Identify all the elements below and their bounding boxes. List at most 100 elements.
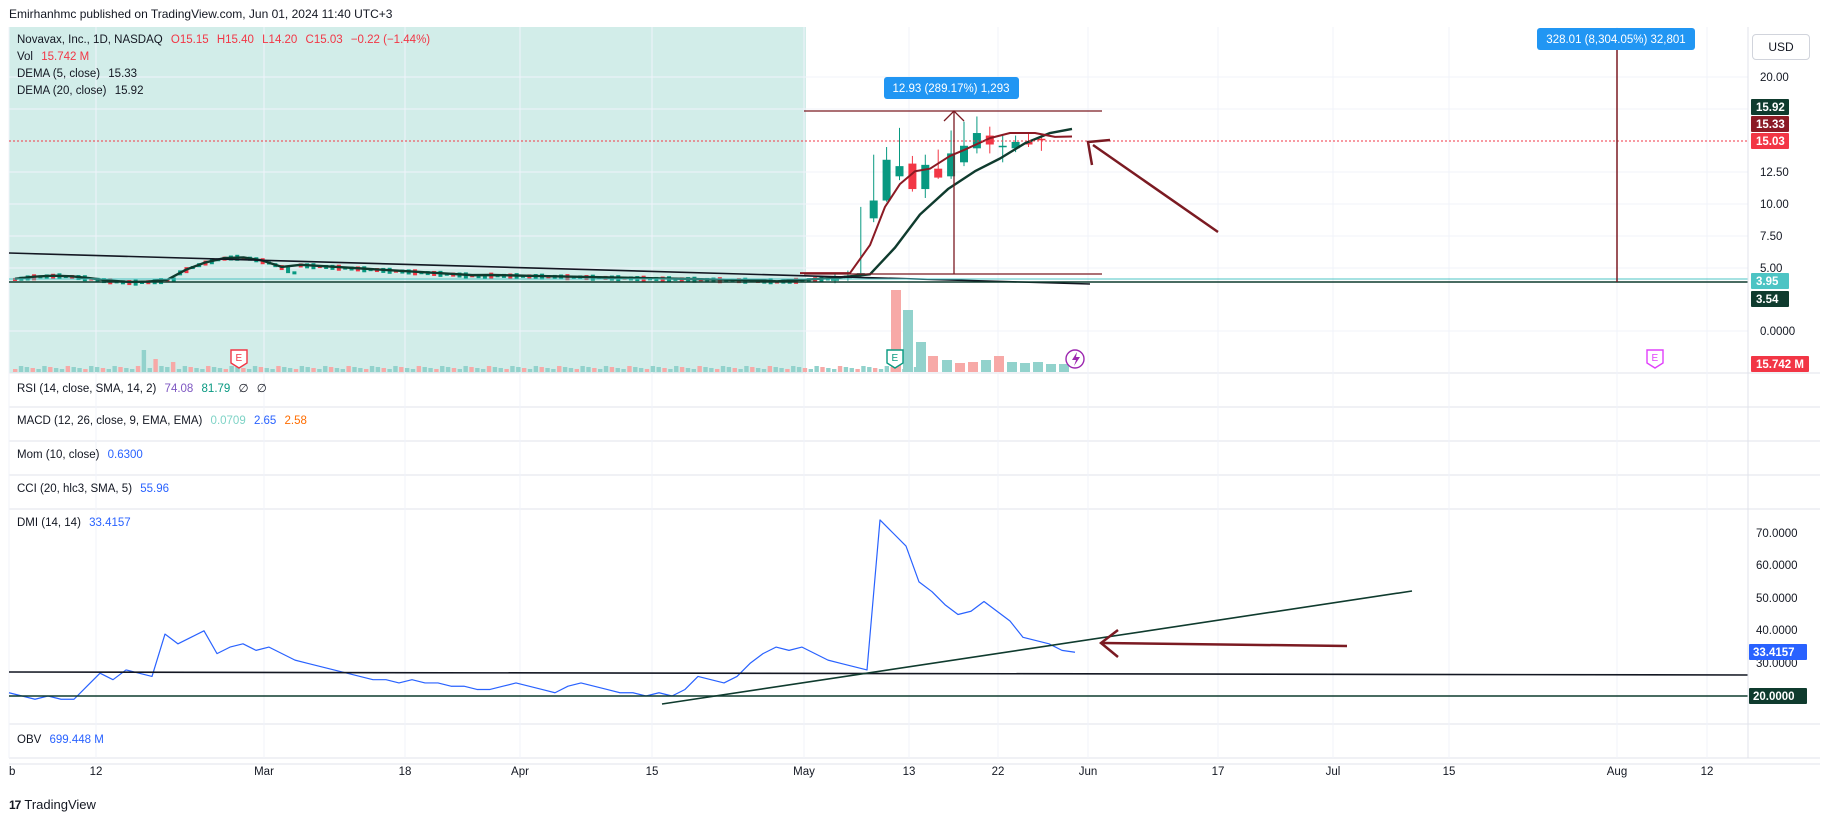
volume-bar <box>106 369 111 372</box>
macd-histogram-value: 0.0709 <box>210 415 246 427</box>
volume-bar <box>270 369 275 372</box>
volume-bar <box>404 368 410 372</box>
dmi-axis-label-box <box>1749 644 1807 660</box>
volume-bar <box>872 368 878 372</box>
dmi-line <box>8 519 1076 700</box>
volume-bar <box>685 368 691 372</box>
volume-label[interactable]: Vol <box>17 51 33 63</box>
dema-5-line <box>800 132 1073 275</box>
earnings-marker[interactable]: E <box>1646 349 1664 369</box>
volume-bar <box>1046 364 1056 372</box>
candle[interactable] <box>921 164 930 190</box>
time-tick-label: Jun <box>1079 766 1098 778</box>
earnings-marker[interactable]: E <box>230 349 248 369</box>
time-tick-label: Mar <box>254 766 274 778</box>
candle[interactable] <box>998 145 1007 148</box>
earnings-marker[interactable]: E <box>886 349 904 369</box>
volume-bar <box>235 367 240 372</box>
volume-bar <box>691 369 696 372</box>
history-candle <box>286 267 291 274</box>
volume-bar <box>942 360 952 372</box>
rsi-label[interactable]: RSI (14, close, SMA, 14, 2) <box>17 383 157 395</box>
tradingview-logo[interactable]: 17 TradingView <box>9 797 96 812</box>
dmi-axis-label: 20.0000 <box>1749 688 1807 704</box>
symbol-name[interactable]: Novavax, Inc., 1D, NASDAQ <box>17 34 163 46</box>
volume-bar <box>369 366 375 372</box>
volume-bar <box>903 310 913 372</box>
cci-label[interactable]: CCI (20, hlc3, SMA, 5) <box>17 483 133 495</box>
volume-bar <box>891 290 901 372</box>
volume-bar <box>13 369 18 372</box>
dmi-label[interactable]: DMI (14, 14) <box>17 517 81 529</box>
candle[interactable] <box>1024 141 1033 145</box>
volume-bar <box>568 368 574 372</box>
cci-value: 55.96 <box>140 483 170 495</box>
price-axis-label-text: 15.742 M <box>1756 359 1804 371</box>
dema20-label[interactable]: DEMA (20, close) <box>17 85 107 97</box>
candle[interactable] <box>1037 138 1046 141</box>
measure-label-text: 328.01 (8,304.05%) 32,801 <box>1546 34 1685 46</box>
candle[interactable] <box>960 145 968 163</box>
dema5-label[interactable]: DEMA (5, close) <box>17 68 101 80</box>
dividend-marker[interactable] <box>1065 349 1085 369</box>
volume-bar <box>773 367 778 372</box>
candle[interactable] <box>972 133 981 149</box>
macd-value: 2.65 <box>253 415 277 427</box>
volume-bar <box>352 367 357 372</box>
volume-bar <box>662 368 667 372</box>
candle[interactable] <box>882 159 891 201</box>
obv-label[interactable]: OBV <box>17 734 42 746</box>
volume-bar <box>434 369 439 372</box>
volume-bar <box>217 368 223 372</box>
measure-label-big[interactable]: 328.01 (8,304.05%) 32,801 <box>1537 28 1695 50</box>
candle[interactable] <box>895 166 904 177</box>
volume-bar <box>1033 362 1043 372</box>
volume-bar <box>750 367 755 372</box>
dmi-tick-label: 40.0000 <box>1756 625 1798 637</box>
currency-button[interactable]: USD <box>1752 34 1810 60</box>
volume-bar <box>928 356 938 372</box>
close-value: C15.03 <box>305 34 343 46</box>
volume-bar <box>755 368 761 372</box>
volume-bar <box>738 369 743 372</box>
measure-label-text: 12.93 (289.17%) 1,293 <box>892 83 1009 95</box>
volume-bar <box>299 366 305 372</box>
volume-bar <box>837 366 843 372</box>
volume-bar <box>258 367 264 372</box>
volume-bar <box>141 350 147 372</box>
candle[interactable] <box>934 168 943 178</box>
volume-bar <box>744 366 749 372</box>
volume-bar <box>422 367 427 372</box>
volume-bar <box>229 366 234 372</box>
candle[interactable] <box>869 200 878 219</box>
time-tick-label: 18 <box>399 766 412 778</box>
price-axis-label-text: 15.92 <box>1756 102 1785 114</box>
price-tick-label: 12.50 <box>1760 167 1789 179</box>
macd-label[interactable]: MACD (12, 26, close, 9, EMA, EMA) <box>17 415 203 427</box>
volume-bar <box>147 368 152 372</box>
volume-bar <box>223 369 228 372</box>
dmi-trendline <box>661 590 1413 705</box>
volume-bar <box>124 368 129 372</box>
price-axis-label-text: 3.95 <box>1756 276 1779 288</box>
volume-bar <box>603 366 609 372</box>
price-axis-label-box <box>1751 99 1789 115</box>
candle[interactable] <box>947 153 956 177</box>
high-value: H15.40 <box>216 34 254 46</box>
volume-bar <box>557 366 562 372</box>
volume-bar <box>112 366 117 372</box>
volume-bar <box>539 367 544 372</box>
candle[interactable] <box>908 163 917 190</box>
time-tick-label: Aug <box>1607 766 1627 778</box>
price-axis-label: 15.92 <box>1751 99 1789 115</box>
macd-legend: MACD (12, 26, close, 9, EMA, EMA) 0.0709… <box>17 415 312 427</box>
mom-label[interactable]: Mom (10, close) <box>17 449 100 461</box>
dmi-tick-label: 50.0000 <box>1756 593 1798 605</box>
dmi-axis-label-box <box>1749 688 1807 704</box>
volume-bar <box>761 369 767 372</box>
volume-bar <box>855 369 860 372</box>
candle[interactable] <box>1011 141 1020 149</box>
candle[interactable] <box>985 135 994 145</box>
measure-label-small[interactable]: 12.93 (289.17%) 1,293 <box>884 77 1019 99</box>
